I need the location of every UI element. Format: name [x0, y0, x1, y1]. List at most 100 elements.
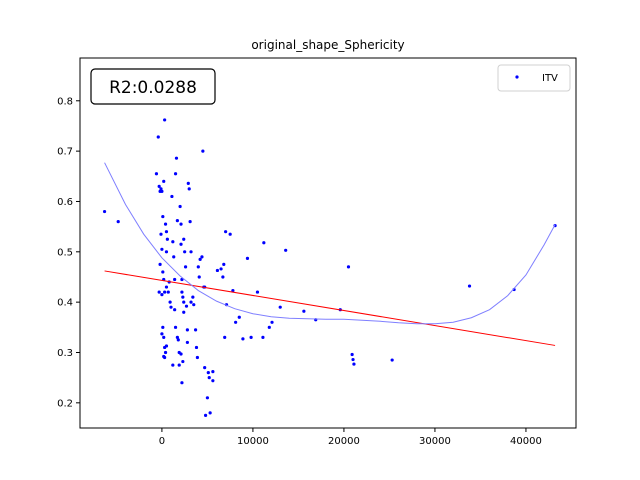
data-point: [169, 305, 173, 309]
data-point: [163, 118, 167, 122]
data-point: [184, 304, 189, 308]
data-point: [267, 325, 271, 329]
y-tick-label: 0.8: [57, 96, 73, 107]
data-point: [163, 290, 167, 294]
data-point: [160, 293, 164, 297]
x-tick-label: 20000: [328, 436, 360, 447]
x-tick-label: 0: [159, 436, 165, 447]
data-point: [205, 396, 210, 400]
data-point: [164, 344, 169, 348]
data-point: [178, 204, 182, 209]
data-point: [176, 338, 180, 342]
data-point: [163, 355, 167, 360]
data-point: [201, 149, 205, 153]
y-tick-label: 0.5: [57, 247, 73, 258]
data-point: [171, 240, 175, 244]
data-point: [182, 300, 186, 304]
data-point: [351, 357, 355, 362]
data-point: [241, 337, 245, 341]
data-point: [177, 363, 181, 367]
data-point: [170, 194, 174, 199]
data-point: [181, 359, 185, 364]
data-point: [245, 256, 250, 260]
data-point: [302, 309, 306, 313]
plot-area: [102, 118, 557, 418]
data-point: [181, 295, 185, 299]
data-point: [255, 290, 260, 294]
data-point: [173, 172, 178, 176]
data-point: [179, 352, 183, 356]
data-point: [171, 363, 175, 367]
data-point: [223, 335, 227, 339]
data-point: [249, 335, 253, 339]
legend-label-itv: ITV: [542, 73, 558, 84]
y-tick-label: 0.2: [57, 398, 73, 409]
data-point: [183, 250, 187, 254]
r2-annotation-box: R2:0.0288: [90, 68, 216, 105]
data-point: [224, 230, 228, 234]
data-point: [215, 268, 220, 273]
data-point: [158, 262, 162, 266]
legend-marker-itv: [515, 75, 519, 79]
data-point: [196, 265, 200, 269]
legend-frame: [497, 64, 571, 92]
data-point: [164, 250, 169, 254]
data-point: [193, 328, 198, 332]
data-point: [284, 248, 288, 252]
data-point: [156, 135, 160, 139]
data-point: [197, 275, 201, 279]
plot-frame: [79, 57, 577, 429]
y-tick-label: 0.6: [57, 197, 73, 208]
data-point: [161, 325, 165, 329]
data-point: [346, 265, 351, 269]
data-point: [173, 308, 177, 312]
data-point: [175, 335, 179, 339]
data-point: [261, 335, 265, 339]
y-tick-label: 0.3: [57, 348, 73, 359]
data-point: [211, 370, 215, 374]
data-point: [160, 247, 164, 251]
data-point: [228, 232, 232, 236]
data-point: [157, 290, 161, 294]
r2-annotation-frame: [90, 68, 216, 105]
data-point: [189, 300, 193, 304]
data-point: [185, 340, 189, 345]
data-point: [188, 220, 192, 224]
axes: 0 10000 20000 30000 40000 0.2 0.3 0.4 0.5 0.6 0.7 0…: [57, 96, 542, 447]
data-point: [185, 328, 189, 332]
data-point: [206, 371, 210, 375]
data-point: [102, 209, 107, 214]
data-point: [173, 277, 177, 282]
data-point: [207, 376, 211, 380]
data-point: [165, 237, 169, 241]
data-point: [173, 325, 178, 329]
y-tick-label: 0.7: [57, 147, 73, 158]
data-point: [189, 250, 193, 254]
data-point: [198, 257, 202, 261]
data-point: [211, 379, 215, 383]
data-point: [154, 172, 159, 176]
data-point: [182, 310, 186, 314]
data-point: [219, 267, 223, 271]
data-point: [203, 365, 207, 370]
data-point: [350, 352, 354, 357]
data-point: [159, 187, 163, 191]
data-point: [157, 184, 161, 188]
data-point: [175, 219, 179, 223]
data-point: [390, 358, 394, 362]
data-point: [221, 275, 225, 279]
data-point: [162, 335, 166, 339]
data-point: [183, 265, 188, 269]
data-point: [208, 411, 212, 415]
data-point: [164, 285, 169, 289]
x-tick-label: 10000: [237, 436, 269, 447]
linear-fit-line: [104, 270, 556, 346]
data-point: [160, 189, 164, 193]
data-point: [161, 270, 165, 274]
r2-annotation: R2:0.0288: [109, 78, 197, 98]
data-point: [192, 303, 196, 307]
data-point: [168, 300, 172, 304]
data-point: [237, 315, 241, 319]
legend: ITV: [497, 64, 571, 92]
